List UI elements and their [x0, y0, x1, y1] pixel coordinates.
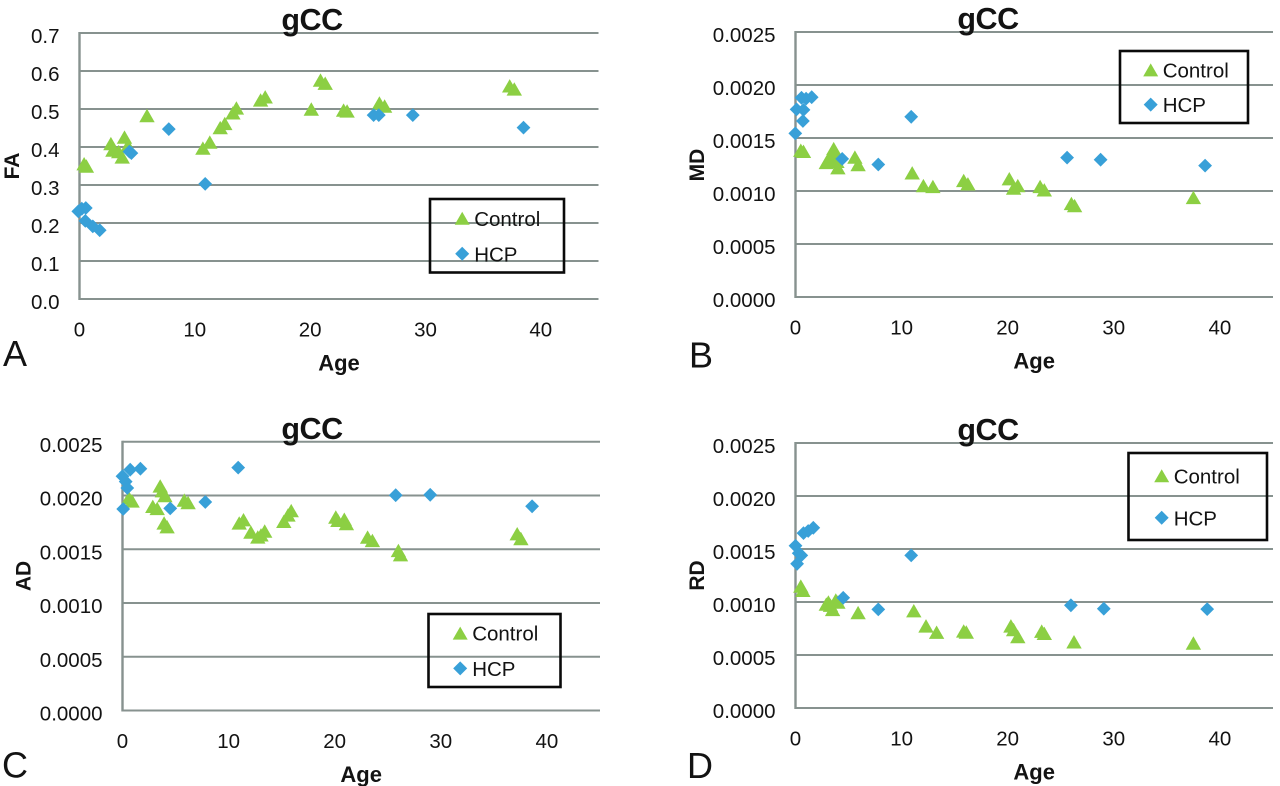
- svg-text:10: 10: [217, 730, 240, 753]
- svg-text:0.0000: 0.0000: [713, 289, 776, 312]
- svg-text:A: A: [3, 333, 27, 374]
- svg-text:0.5: 0.5: [31, 101, 60, 124]
- svg-text:40: 40: [1208, 317, 1231, 340]
- svg-text:0.0000: 0.0000: [713, 700, 776, 723]
- svg-text:0: 0: [790, 728, 801, 751]
- svg-text:0.0020: 0.0020: [713, 488, 776, 511]
- svg-text:Age: Age: [1013, 349, 1055, 374]
- svg-text:0.0010: 0.0010: [713, 183, 776, 206]
- svg-text:0.0015: 0.0015: [713, 541, 776, 564]
- svg-text:C: C: [2, 745, 28, 786]
- svg-text:20: 20: [323, 730, 346, 753]
- svg-text:0.0025: 0.0025: [713, 24, 776, 47]
- svg-text:RD: RD: [686, 560, 709, 590]
- svg-text:10: 10: [183, 319, 206, 342]
- svg-text:Age: Age: [318, 351, 360, 376]
- svg-text:0.0020: 0.0020: [40, 488, 103, 511]
- svg-text:AD: AD: [13, 561, 36, 591]
- svg-text:0: 0: [74, 319, 85, 342]
- svg-text:20: 20: [299, 319, 322, 342]
- svg-text:30: 30: [429, 730, 452, 753]
- svg-text:0.0000: 0.0000: [40, 703, 103, 726]
- svg-text:HCP: HCP: [1163, 94, 1206, 117]
- svg-text:0.0010: 0.0010: [40, 595, 103, 618]
- svg-text:0.0005: 0.0005: [40, 649, 103, 672]
- svg-text:0.0015: 0.0015: [40, 541, 103, 564]
- svg-text:gCC: gCC: [281, 3, 343, 37]
- svg-text:0.0010: 0.0010: [713, 594, 776, 617]
- svg-text:0.0005: 0.0005: [713, 647, 776, 670]
- svg-text:HCP: HCP: [474, 243, 517, 266]
- svg-text:10: 10: [890, 317, 913, 340]
- svg-text:20: 20: [996, 317, 1019, 340]
- svg-text:30: 30: [1102, 728, 1125, 751]
- svg-text:30: 30: [414, 319, 437, 342]
- svg-text:gCC: gCC: [957, 413, 1019, 447]
- svg-text:0.7: 0.7: [31, 25, 60, 48]
- svg-text:0.4: 0.4: [31, 139, 60, 162]
- svg-text:FA: FA: [1, 153, 24, 180]
- svg-text:30: 30: [1102, 317, 1125, 340]
- svg-text:Age: Age: [340, 762, 382, 786]
- svg-text:0.6: 0.6: [31, 63, 60, 86]
- svg-text:Control: Control: [472, 623, 538, 646]
- svg-text:10: 10: [890, 728, 913, 751]
- svg-text:Control: Control: [1174, 465, 1240, 488]
- svg-text:0.0005: 0.0005: [713, 236, 776, 259]
- svg-text:MD: MD: [686, 149, 709, 182]
- svg-text:0: 0: [790, 317, 801, 340]
- svg-text:0.1: 0.1: [31, 253, 60, 276]
- svg-text:gCC: gCC: [957, 2, 1019, 36]
- svg-text:0: 0: [117, 730, 128, 753]
- svg-text:Control: Control: [474, 208, 540, 231]
- svg-text:HCP: HCP: [1174, 507, 1217, 530]
- svg-text:gCC: gCC: [281, 412, 343, 446]
- svg-text:HCP: HCP: [472, 658, 515, 681]
- svg-text:20: 20: [996, 728, 1019, 751]
- svg-text:40: 40: [535, 730, 558, 753]
- svg-text:Age: Age: [1013, 760, 1055, 785]
- svg-text:B: B: [689, 335, 713, 376]
- svg-text:0.0015: 0.0015: [713, 130, 776, 153]
- svg-text:40: 40: [1208, 728, 1231, 751]
- svg-text:0.3: 0.3: [31, 177, 60, 200]
- svg-text:0.2: 0.2: [31, 215, 60, 238]
- svg-text:D: D: [687, 745, 713, 786]
- svg-text:0.0020: 0.0020: [713, 77, 776, 100]
- svg-text:Control: Control: [1163, 59, 1229, 82]
- svg-text:40: 40: [529, 319, 552, 342]
- svg-text:0.0: 0.0: [31, 291, 60, 314]
- svg-text:0.0025: 0.0025: [713, 435, 776, 458]
- svg-text:0.0025: 0.0025: [40, 434, 103, 457]
